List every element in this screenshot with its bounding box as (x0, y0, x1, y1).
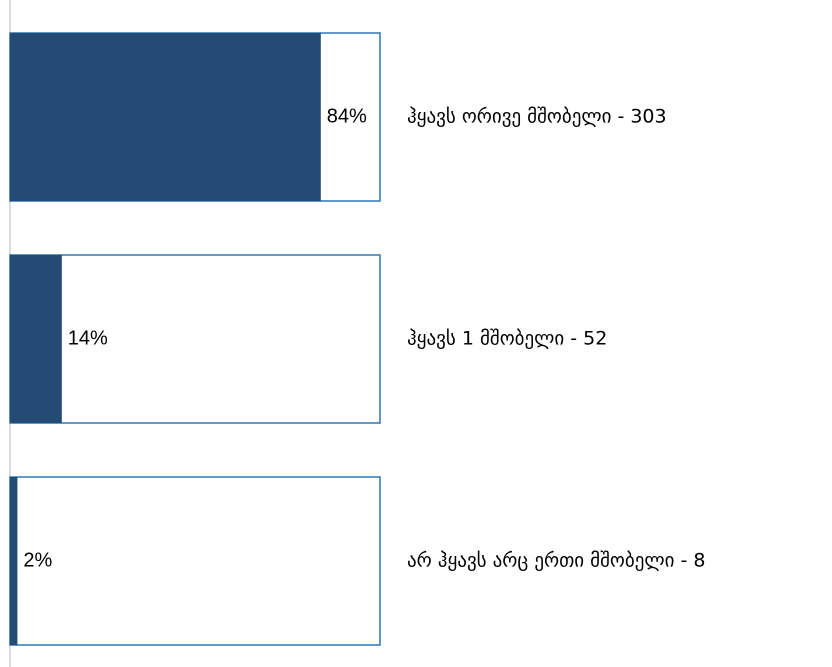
bar-outline (9, 476, 381, 646)
bar-outline (9, 254, 381, 424)
bar (10, 477, 18, 645)
value-label: 84% (327, 105, 367, 127)
category-label: ჰყავს 1 მშობელი - 52 (407, 328, 607, 350)
value-label: 14% (68, 327, 108, 349)
category-label: ჰყავს ორივე მშობელი - 303 (407, 106, 667, 128)
bar (10, 255, 62, 423)
bar (10, 33, 321, 201)
value-label: 2% (23, 549, 52, 571)
category-label: არ ჰყავს არც ერთი მშობელი - 8 (407, 550, 705, 572)
